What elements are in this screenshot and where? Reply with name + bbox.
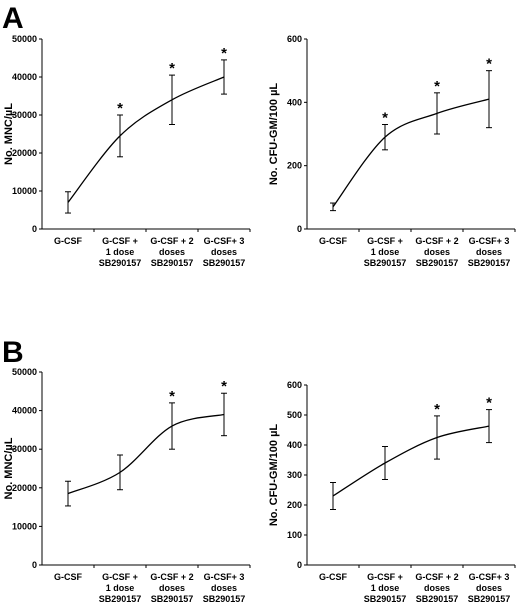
b-cfu-category-label: G-CSF + <box>367 572 403 582</box>
a-mnc-y-axis-label: No. MNC/µL <box>3 103 15 165</box>
b-cfu-y-tick-label: 600 <box>287 380 302 390</box>
b-mnc-y-tick-label: 0 <box>32 560 37 570</box>
b-cfu-category-label: doses <box>476 583 502 593</box>
a-cfu-category-label: G-CSF + <box>367 236 403 246</box>
b-cfu-category-label: doses <box>424 583 450 593</box>
a-mnc-series-line <box>67 76 225 203</box>
a-cfu-y-tick-label: 600 <box>287 34 302 44</box>
b-cfu-y-tick-label: 300 <box>287 470 302 480</box>
a-cfu-significance-star: * <box>434 78 440 95</box>
b-mnc-category-label: G-CSF + <box>102 572 138 582</box>
b-cfu-category-label: G-CSF+ 3 <box>469 572 510 582</box>
b-mnc-category-label: G-CSF <box>54 572 83 582</box>
b-mnc-y-tick-label: 40000 <box>12 406 37 416</box>
a-mnc-y-tick-label: 10000 <box>12 186 37 196</box>
b-mnc-y-tick-label: 30000 <box>12 444 37 454</box>
a-cfu-category-label: 1 dose <box>371 247 400 257</box>
panel-letter-b: B <box>2 336 24 369</box>
b-cfu-category-label: SB290157 <box>468 594 511 604</box>
b-mnc-y-tick-label: 20000 <box>12 483 37 493</box>
b-cfu-series-line <box>332 425 490 497</box>
b-cfu-significance-star: * <box>434 401 440 418</box>
a-mnc-y-tick-label: 50000 <box>12 34 37 44</box>
a-cfu-category-label: SB290157 <box>416 258 459 268</box>
chart-a-mnc: 0 10000 20000 30000 40000 50000 G-CSF G-CSF +1 … <box>3 34 251 268</box>
b-cfu-y-axis-label: No. CFU-GM/100 µL <box>268 424 280 527</box>
a-mnc-category-label: G-CSF <box>54 236 83 246</box>
a-cfu-category-label: SB290157 <box>364 258 407 268</box>
a-mnc-category-label: G-CSF + 2 <box>150 236 193 246</box>
a-mnc-category-label: SB290157 <box>203 258 246 268</box>
a-cfu-category-label: G-CSF + 2 <box>415 236 458 246</box>
b-mnc-y-axis-label: No. MNC/µL <box>3 437 15 499</box>
b-cfu-y-tick-label: 500 <box>287 410 302 420</box>
a-mnc-y-tick-label: 0 <box>32 224 37 234</box>
b-cfu-significance-star: * <box>486 395 492 412</box>
a-cfu-category-label: G-CSF+ 3 <box>469 236 510 246</box>
b-cfu-category-label: G-CSF <box>319 572 348 582</box>
a-mnc-y-tick-label: 20000 <box>12 148 37 158</box>
b-cfu-y-tick-label: 200 <box>287 500 302 510</box>
b-cfu-y-tick-label: 400 <box>287 440 302 450</box>
a-mnc-significance-star: * <box>117 100 123 117</box>
a-cfu-category-label: doses <box>476 247 502 257</box>
b-cfu-category-label: SB290157 <box>416 594 459 604</box>
a-mnc-category-label: 1 dose <box>106 247 135 257</box>
a-cfu-y-tick-label: 200 <box>287 161 302 171</box>
a-mnc-category-label: doses <box>211 247 237 257</box>
a-mnc-category-label: SB290157 <box>151 258 194 268</box>
a-mnc-significance-star: * <box>169 60 175 77</box>
a-mnc-y-tick-label: 40000 <box>12 72 37 82</box>
a-cfu-significance-star: * <box>486 56 492 73</box>
chart-b-mnc: 0 10000 20000 30000 40000 50000 G-CSF G-CSF +1 … <box>3 367 251 604</box>
a-cfu-y-tick-label: 400 <box>287 97 302 107</box>
a-mnc-category-label: SB290157 <box>99 258 142 268</box>
b-mnc-significance-star: * <box>221 378 227 395</box>
a-mnc-category-label: G-CSF + <box>102 236 138 246</box>
a-cfu-category-label: SB290157 <box>468 258 511 268</box>
b-mnc-series-line <box>67 413 225 495</box>
b-mnc-significance-star: * <box>169 388 175 405</box>
a-cfu-category-label: doses <box>424 247 450 257</box>
a-cfu-significance-star: * <box>382 110 388 127</box>
b-mnc-category-label: 1 dose <box>106 583 135 593</box>
b-cfu-category-label: 1 dose <box>371 583 400 593</box>
a-cfu-y-axis-label: No. CFU-GM/100 µL <box>268 83 280 186</box>
a-cfu-category-label: G-CSF <box>319 236 348 246</box>
b-cfu-category-label: SB290157 <box>364 594 407 604</box>
panel-letter-a: A <box>2 2 24 35</box>
b-mnc-category-label: SB290157 <box>151 594 194 604</box>
b-mnc-category-label: SB290157 <box>203 594 246 604</box>
a-mnc-category-label: G-CSF+ 3 <box>204 236 245 246</box>
a-cfu-y-tick-label: 0 <box>297 224 302 234</box>
b-mnc-category-label: G-CSF + 2 <box>150 572 193 582</box>
b-mnc-y-tick-label: 50000 <box>12 367 37 377</box>
a-mnc-y-tick-label: 30000 <box>12 110 37 120</box>
a-cfu-series-line <box>332 98 490 208</box>
a-mnc-category-label: doses <box>159 247 185 257</box>
b-mnc-category-label: doses <box>211 583 237 593</box>
b-cfu-y-tick-label: 100 <box>287 530 302 540</box>
a-mnc-significance-star: * <box>221 45 227 62</box>
b-mnc-category-label: doses <box>159 583 185 593</box>
b-mnc-category-label: SB290157 <box>99 594 142 604</box>
b-cfu-y-tick-label: 0 <box>297 560 302 570</box>
b-mnc-y-tick-label: 10000 <box>12 521 37 531</box>
b-cfu-category-label: G-CSF + 2 <box>415 572 458 582</box>
b-mnc-category-label: G-CSF+ 3 <box>204 572 245 582</box>
